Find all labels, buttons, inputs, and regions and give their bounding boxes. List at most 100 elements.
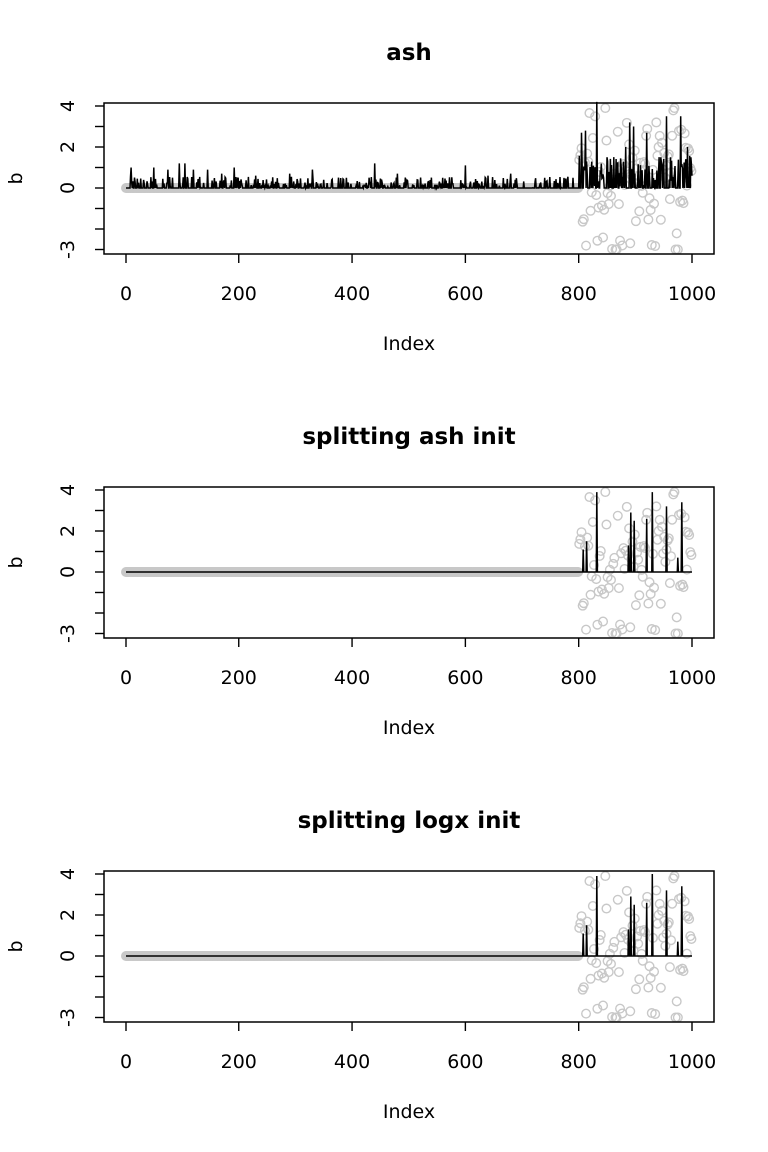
- data-point: [576, 527, 587, 538]
- data-point: [600, 103, 611, 114]
- data-point: [664, 194, 675, 205]
- chart-title: splitting logx init: [298, 808, 521, 834]
- data-point: [634, 590, 645, 601]
- data-point: [590, 495, 601, 506]
- x-tick-label: 200: [221, 1051, 257, 1073]
- data-point: [679, 896, 690, 907]
- data-point: [583, 156, 594, 167]
- data-point: [663, 917, 674, 928]
- y-tick-label: 2: [57, 909, 79, 921]
- data-point: [625, 238, 636, 249]
- data-point: [644, 961, 655, 972]
- data-point: [649, 582, 660, 593]
- data-point: [613, 967, 624, 978]
- data-point: [602, 572, 613, 583]
- data-point: [686, 933, 697, 944]
- data-point: [651, 117, 662, 128]
- x-axis-label: Index: [383, 333, 435, 355]
- data-point: [638, 157, 649, 168]
- data-point: [601, 903, 612, 914]
- data-point: [621, 501, 632, 512]
- observation-points: [120, 871, 697, 1023]
- data-point: [600, 871, 611, 882]
- estimate-line: [126, 492, 692, 573]
- data-point: [584, 108, 595, 119]
- data-point: [630, 216, 641, 227]
- data-point: [581, 240, 592, 251]
- data-point: [678, 966, 689, 977]
- data-point: [639, 926, 650, 937]
- chart-title: splitting ash init: [302, 424, 515, 450]
- data-point: [632, 547, 643, 558]
- data-point: [649, 966, 660, 977]
- y-tick-label: 2: [57, 141, 79, 153]
- data-point: [605, 574, 616, 585]
- data-point: [678, 198, 689, 209]
- data-point: [615, 235, 626, 246]
- data-point: [644, 577, 655, 588]
- data-point: [643, 598, 654, 609]
- data-point: [654, 514, 665, 525]
- data-point: [634, 206, 645, 217]
- x-tick-label: 0: [120, 283, 132, 305]
- observation-points: [120, 487, 697, 639]
- data-point: [625, 622, 636, 633]
- data-point: [612, 510, 623, 521]
- y-tick-label: 4: [57, 100, 79, 112]
- data-point: [605, 190, 616, 201]
- estimate-line: [126, 873, 692, 957]
- data-point: [609, 552, 620, 563]
- data-point: [655, 214, 666, 225]
- chart-panel-2: splitting ash init 0 200 400 600 800 1000 -3 0 2 4…: [5, 424, 716, 739]
- data-point: [639, 158, 650, 169]
- y-tick-label: -3: [57, 240, 79, 259]
- x-tick-label: 400: [334, 667, 370, 689]
- data-point: [679, 512, 690, 523]
- x-tick-label: 400: [334, 283, 370, 305]
- y-tick-label: -3: [57, 1008, 79, 1027]
- y-axis-label: b: [5, 172, 27, 184]
- x-axis-label: Index: [383, 1101, 435, 1123]
- data-point: [602, 188, 613, 199]
- data-point: [613, 199, 624, 210]
- data-point: [612, 126, 623, 137]
- x-tick-label: 0: [120, 667, 132, 689]
- data-point: [649, 198, 660, 209]
- data-point: [643, 982, 654, 993]
- data-point: [613, 583, 624, 594]
- data-point: [666, 551, 677, 562]
- data-point: [667, 130, 678, 141]
- data-point: [639, 542, 650, 553]
- x-tick-label: 600: [447, 1051, 483, 1073]
- data-point: [594, 935, 605, 946]
- estimate-line: [126, 101, 693, 191]
- data-point: [625, 1006, 636, 1017]
- data-point: [632, 931, 643, 942]
- chart-panel-1: ash 0 200 400 600 800 1000 -3 0 2 4 Index b: [5, 40, 716, 355]
- data-point: [686, 549, 697, 560]
- data-point: [575, 534, 586, 545]
- data-point: [654, 130, 665, 141]
- data-point: [583, 924, 594, 935]
- data-point: [574, 922, 585, 933]
- x-tick-label: 600: [447, 667, 483, 689]
- data-point: [684, 914, 695, 925]
- data-point: [581, 1008, 592, 1019]
- data-point: [671, 996, 682, 1007]
- plot-frame: [103, 486, 715, 639]
- data-point: [643, 214, 654, 225]
- data-point: [615, 1003, 626, 1014]
- data-point: [588, 560, 599, 571]
- data-point: [578, 214, 589, 225]
- plot-frame: [103, 870, 715, 1023]
- x-tick-label: 1000: [668, 283, 716, 305]
- data-point: [591, 958, 602, 969]
- y-tick-label: 4: [57, 868, 79, 880]
- data-point: [588, 944, 599, 955]
- data-point: [590, 879, 601, 890]
- data-point: [650, 1009, 661, 1020]
- x-tick-label: 400: [334, 1051, 370, 1073]
- x-tick-label: 1000: [668, 1051, 716, 1073]
- data-point: [594, 551, 605, 562]
- data-point: [609, 936, 620, 947]
